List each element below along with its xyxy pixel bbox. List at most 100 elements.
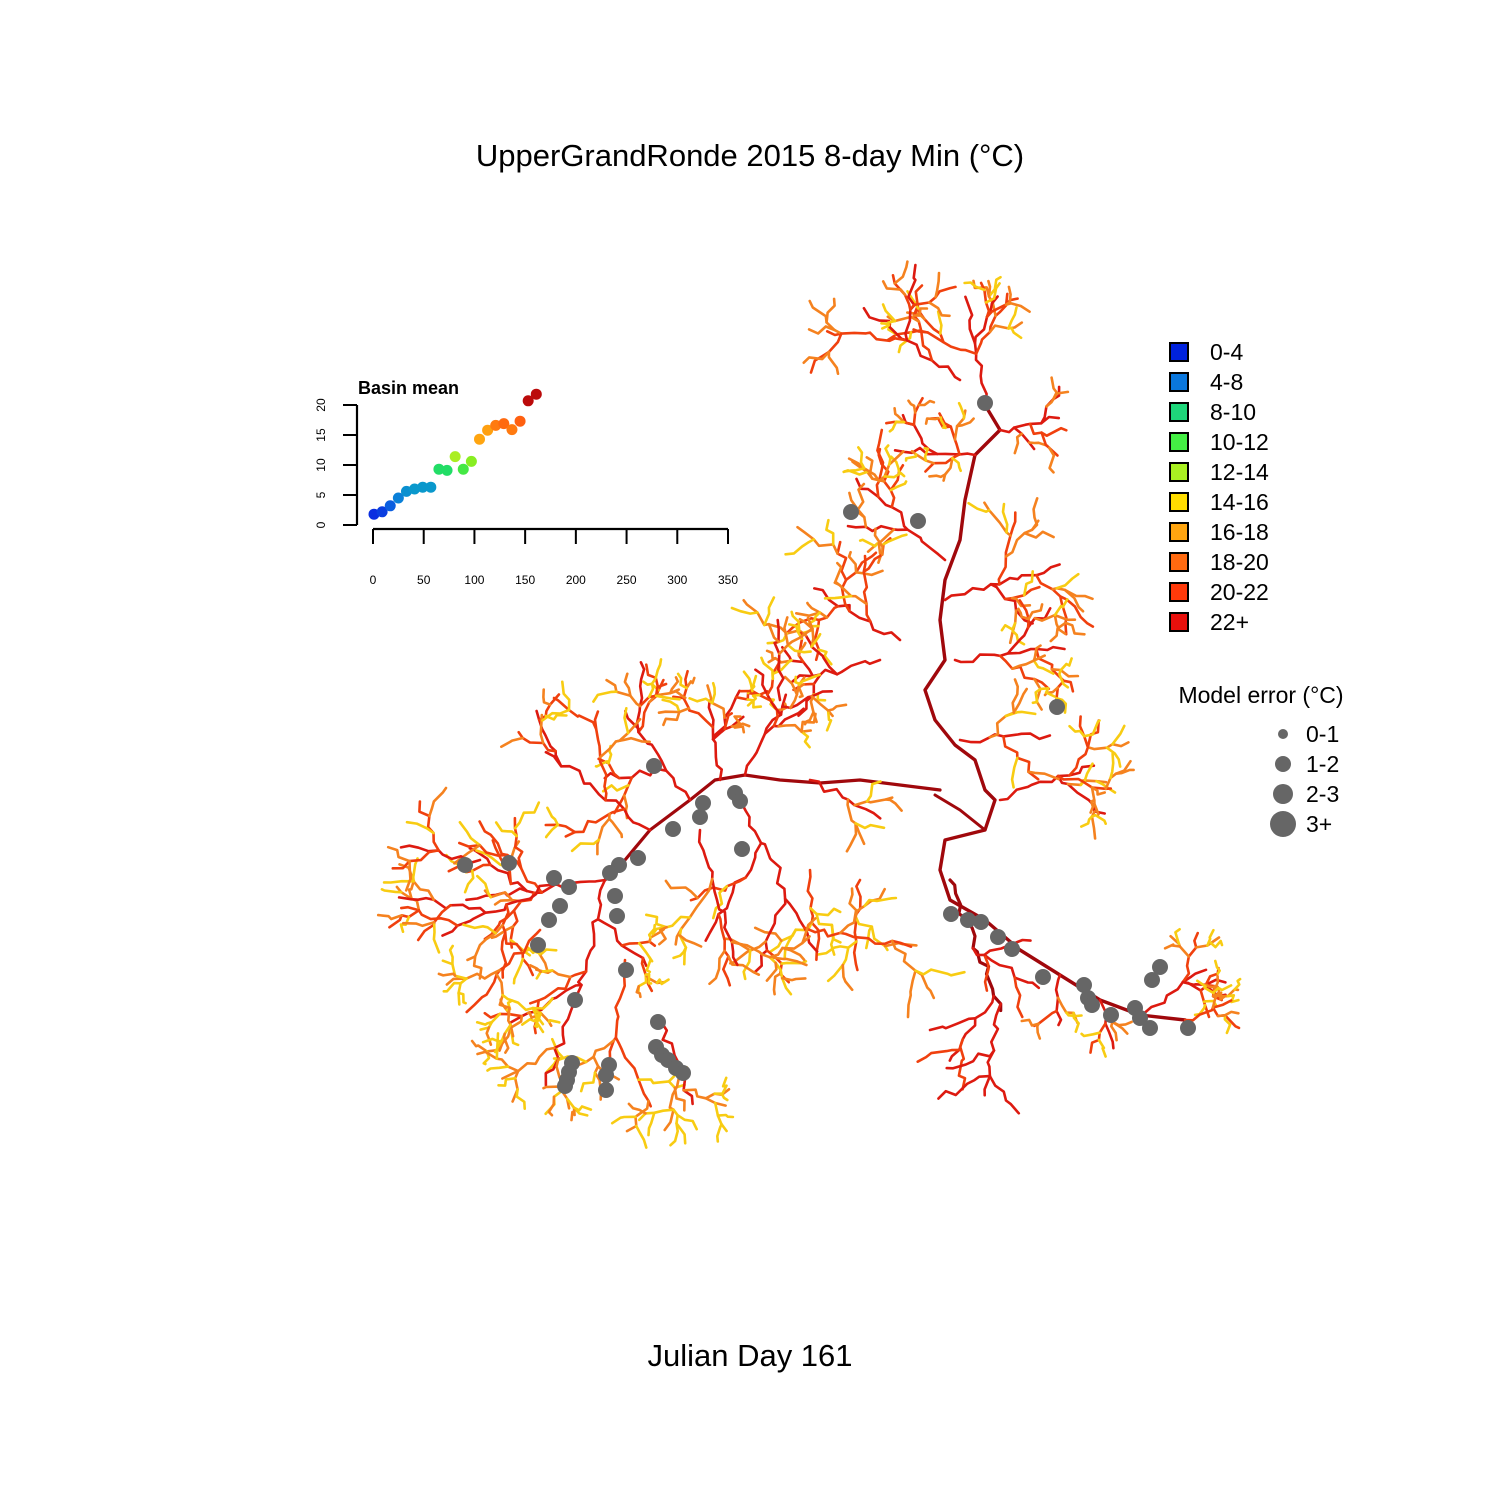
stream-segment: [775, 702, 788, 712]
valley-channel: [933, 793, 987, 832]
site-marker: [546, 870, 562, 886]
stream-segment: [904, 453, 918, 462]
stream-segment: [1082, 719, 1101, 738]
stream-segment: [1017, 607, 1030, 621]
stream-segment: [845, 821, 858, 853]
stream-segment: [1027, 770, 1060, 781]
stream-segment: [1013, 976, 1024, 1019]
stream-segment: [825, 329, 909, 343]
stream-segment: [825, 297, 836, 324]
stream-segment: [807, 325, 836, 335]
stream-segment: [715, 1122, 723, 1143]
stream-segment: [728, 940, 768, 965]
stream-segment: [688, 696, 714, 705]
stream-segment: [399, 905, 459, 927]
stream-segment: [708, 949, 726, 986]
stream-segment: [841, 963, 854, 992]
stream-segment: [1209, 939, 1224, 949]
stream-segment: [481, 1037, 504, 1044]
stream-segment: [746, 698, 763, 709]
stream-segment: [738, 798, 819, 953]
stream-segment: [924, 416, 940, 425]
stream-segment: [880, 319, 897, 330]
stream-segment: [1104, 759, 1132, 791]
site-marker: [598, 1082, 614, 1098]
stream-segment: [967, 501, 991, 514]
stream-segment: [786, 643, 812, 654]
stream-segment: [511, 1069, 520, 1103]
stream-segment: [398, 863, 436, 902]
stream-segment: [787, 623, 804, 641]
stream-segment: [727, 955, 761, 977]
stream-segment: [707, 699, 724, 782]
stream-segment: [957, 401, 966, 420]
stream-segment: [1022, 570, 1034, 597]
stream-segment: [826, 703, 848, 712]
stream-segment: [808, 299, 843, 335]
stream-segment: [955, 417, 975, 428]
stream-segment: [501, 1046, 556, 1080]
stream-segment: [376, 913, 404, 921]
stream-segment: [883, 471, 906, 479]
stream-segment: [910, 449, 936, 465]
stream-segment: [1043, 686, 1060, 697]
stream-segment: [654, 658, 663, 680]
stream-segment: [437, 972, 457, 978]
stream-segment: [552, 696, 598, 731]
site-marker: [1103, 1007, 1119, 1023]
stream-segment: [644, 972, 653, 985]
stream-segment: [647, 678, 657, 699]
stream-segment: [1040, 426, 1068, 438]
stream-segment: [998, 654, 1051, 691]
stream-segment: [673, 1086, 686, 1112]
stream-segment: [678, 934, 703, 948]
stream-segment: [815, 907, 842, 917]
stream-segment: [847, 550, 858, 574]
stream-segment: [783, 928, 798, 961]
stream-segment: [535, 709, 563, 768]
stream-segment: [893, 406, 906, 424]
stream-segment: [987, 275, 1002, 298]
stream-segment: [829, 923, 836, 956]
stream-segment: [780, 645, 815, 678]
stream-segment: [784, 538, 816, 556]
site-marker: [501, 855, 517, 871]
stream-segment: [802, 350, 831, 365]
stream-segment: [781, 946, 806, 962]
stream-segment: [610, 1115, 637, 1125]
stream-segment: [1090, 786, 1106, 796]
stream-segment: [1086, 741, 1130, 751]
stream-segment: [723, 712, 734, 731]
site-marker: [609, 908, 625, 924]
stream-segment: [844, 551, 878, 582]
julian-day-label: Julian Day 161: [647, 1338, 853, 1373]
stream-segment: [797, 673, 822, 687]
stream-segment: [441, 959, 468, 980]
stream-segment: [1105, 746, 1122, 768]
site-marker: [732, 793, 748, 809]
stream-segment: [884, 798, 903, 812]
map-title: UpperGrandRonde 2015 8-day Min (°C): [475, 138, 1025, 173]
stream-segment: [565, 1097, 589, 1117]
stream-segment: [773, 618, 785, 702]
stream-segment: [928, 473, 947, 479]
stream-segment: [1031, 687, 1042, 705]
stream-segment: [517, 730, 558, 753]
stream-segment: [998, 764, 1096, 802]
stream-segment: [1089, 798, 1096, 814]
stream-segment: [623, 706, 630, 735]
stream-segment: [893, 446, 977, 457]
stream-segment: [676, 1113, 699, 1131]
stream-segment: [988, 321, 1024, 334]
stream-segment: [486, 1065, 510, 1072]
site-marker: [1180, 1020, 1196, 1036]
stream-segment: [614, 736, 652, 744]
stream-segment: [1063, 588, 1085, 613]
stream-segment: [846, 524, 909, 533]
site-marker: [843, 504, 859, 520]
stream-segment: [780, 976, 807, 982]
stream-segment: [928, 1016, 977, 1032]
stream-segment: [663, 1069, 685, 1132]
stream-segment: [544, 823, 560, 839]
